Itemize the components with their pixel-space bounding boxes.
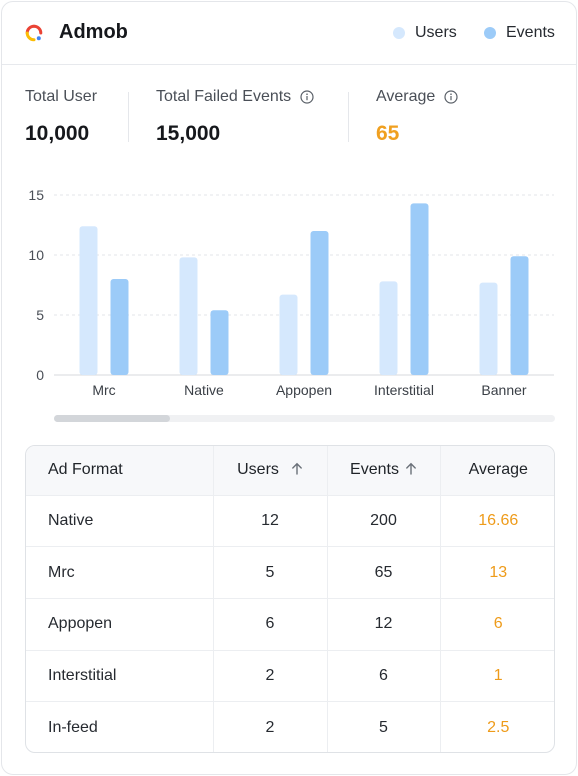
cell-ad-format: Native (26, 495, 214, 548)
stat-average-label: Average (376, 88, 458, 106)
bar-events-appopen (310, 231, 329, 375)
column-header-users[interactable]: Users (213, 446, 328, 496)
x-tick-label: Banner (481, 382, 526, 398)
legend-users-label: Users (415, 24, 457, 41)
bar-events-native (210, 310, 229, 375)
x-tick-label: Native (184, 382, 224, 398)
cell-users: 6 (213, 598, 328, 651)
bar-users-mrc (79, 226, 98, 375)
cell-ad-format: Appopen (26, 598, 214, 651)
stat-average: Average 65 (376, 88, 458, 146)
y-tick-label: 5 (36, 307, 44, 323)
cell-events: 12 (327, 598, 441, 651)
legend-item-events[interactable]: Events (484, 24, 555, 42)
cell-average: 2.5 (487, 718, 510, 736)
info-icon[interactable] (300, 90, 314, 104)
cell-ad-format: Interstitial (26, 650, 214, 703)
cell-users: 12 (213, 495, 328, 548)
sort-arrow-up-icon[interactable] (291, 462, 303, 475)
cell-average: 13 (440, 546, 554, 599)
cell-users: 2 (213, 701, 328, 752)
y-tick-label: 10 (28, 247, 44, 263)
bar-chart-svg: 0 5 10 15 Mrc Native Appopen Interstitial Banner (28, 187, 554, 398)
stat-total-user-value: 10,000 (25, 122, 90, 145)
bar-chart: 0 5 10 15 Mrc Native Appopen Interstitial Banner (2, 177, 576, 422)
cell-average: 16.66 (440, 495, 554, 548)
column-header-events[interactable]: Events (327, 446, 441, 496)
column-header-ad-format: Ad Format (26, 446, 214, 496)
cell-events: 5 (327, 701, 441, 752)
cell-events: 200 (327, 495, 441, 548)
stats-divider (348, 92, 349, 142)
cell-users: 5 (213, 546, 328, 599)
info-icon[interactable] (444, 90, 458, 104)
x-tick-label: Mrc (92, 382, 115, 398)
table-row: In-feed 2 5 2.5 (26, 701, 554, 752)
legend-users-swatch (393, 27, 405, 39)
bar-users-native (179, 257, 198, 375)
chart-scrollbar[interactable] (54, 415, 555, 422)
sort-arrow-up-icon[interactable] (405, 462, 417, 475)
legend-events-swatch (484, 27, 496, 39)
x-tick-label: Appopen (276, 382, 332, 398)
card-header: Admob Users Events (2, 2, 576, 65)
cell-average: 6 (440, 598, 554, 651)
bar-events-interstitial (410, 203, 429, 375)
table-row: Appopen 6 12 6 (26, 598, 554, 651)
x-tick-label: Interstitial (374, 382, 434, 398)
admob-logo-icon (25, 24, 43, 42)
table-row: Native 12 200 16.66 (26, 495, 554, 548)
stat-total-failed-events: Total Failed Events 15,000 (156, 88, 314, 146)
stat-total-failed-events-label: Total Failed Events (156, 88, 314, 106)
stats-row: Total User 10,000 Total Failed Events 15… (2, 66, 576, 166)
ad-format-table: Ad Format Users Events Average Native 12 2… (25, 445, 555, 753)
table-row: Interstitial 2 6 1 (26, 650, 554, 703)
table-row: Mrc 5 65 13 (26, 546, 554, 599)
table-header-row: Ad Format Users Events Average (26, 446, 554, 496)
stat-total-user: Total User 10,000 (25, 88, 97, 146)
bar-users-appopen (279, 294, 298, 375)
cell-users: 2 (213, 650, 328, 703)
bar-events-mrc (110, 279, 129, 375)
column-header-average: Average (440, 446, 554, 496)
cell-events: 6 (327, 650, 441, 703)
stat-average-value: 65 (376, 122, 400, 145)
stats-divider (128, 92, 129, 142)
bar-users-banner (479, 282, 498, 375)
legend-events-label: Events (506, 24, 555, 41)
y-tick-label: 15 (28, 187, 44, 203)
stat-total-user-label: Total User (25, 88, 98, 105)
bar-users-interstitial (379, 281, 398, 375)
app-title: Admob (59, 21, 128, 43)
chart-scrollbar-thumb[interactable] (54, 415, 170, 422)
cell-ad-format: In-feed (26, 701, 214, 752)
stat-total-failed-events-value: 15,000 (156, 122, 221, 145)
cell-average: 1 (440, 650, 554, 703)
legend-item-users[interactable]: Users (393, 24, 457, 42)
bar-events-banner (510, 256, 529, 375)
cell-ad-format: Mrc (26, 546, 214, 599)
cell-events: 65 (327, 546, 441, 599)
y-tick-label: 0 (36, 367, 44, 383)
